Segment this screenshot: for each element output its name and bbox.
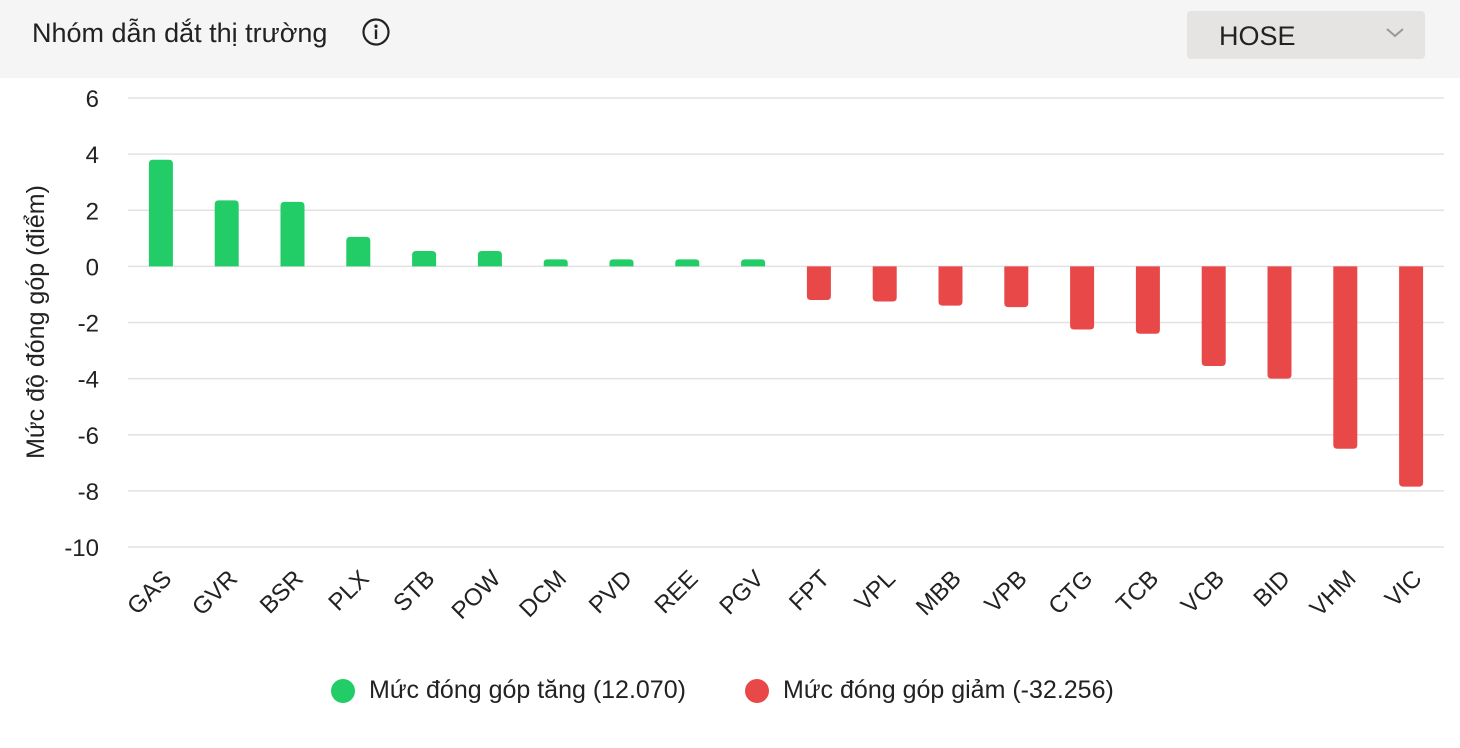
x-tick-label: POW bbox=[447, 565, 507, 625]
x-tick-label: DCM bbox=[514, 565, 572, 623]
x-tick-label: FPT bbox=[784, 565, 835, 616]
bar-tcb[interactable] bbox=[1135, 266, 1160, 334]
x-axis-ticks: GAS GVR BSR PLX STB POW DCM PVD REE PGV FPT VPL MBB V… bbox=[122, 565, 1427, 625]
exchange-select-value: HOSE bbox=[1219, 21, 1296, 51]
x-tick-label: PVD bbox=[584, 565, 638, 619]
contribution-bar-chart: 6 4 2 0 -2 -4 -6 -8 -10 GAS GVR BSR PLX STB POW DCM PVD… bbox=[22, 86, 1444, 625]
x-tick-label: VHM bbox=[1305, 565, 1362, 622]
bar-pow[interactable] bbox=[477, 250, 502, 267]
chart-title: Nhóm dẫn dắt thị trường bbox=[32, 18, 328, 48]
bar-bsr[interactable] bbox=[280, 201, 305, 267]
legend-item-negative[interactable]: Mức đóng góp giảm (-32.256) bbox=[745, 676, 1114, 705]
legend-dot-negative bbox=[745, 678, 769, 703]
y-tick-label: 4 bbox=[86, 142, 99, 169]
y-axis-ticks: 6 4 2 0 -2 -4 -6 -8 -10 bbox=[64, 86, 99, 562]
bar-gas[interactable] bbox=[148, 159, 173, 267]
x-tick-label: CTG bbox=[1043, 565, 1098, 620]
bar-vpl[interactable] bbox=[872, 266, 897, 302]
legend-dot-positive bbox=[331, 678, 355, 703]
x-tick-label: GVR bbox=[187, 565, 243, 621]
bar-vic[interactable] bbox=[1399, 266, 1424, 487]
grid-lines bbox=[128, 97, 1444, 548]
bar-stb[interactable] bbox=[412, 250, 437, 267]
y-tick-label: -6 bbox=[78, 423, 99, 450]
chart-legend: Mức đóng góp tăng (12.070) Mức đóng góp … bbox=[0, 676, 1460, 712]
x-tick-label: GAS bbox=[122, 565, 177, 620]
legend-item-positive[interactable]: Mức đóng góp tăng (12.070) bbox=[331, 676, 686, 705]
bar-pvd[interactable] bbox=[609, 259, 634, 267]
bar-ree[interactable] bbox=[675, 259, 700, 267]
y-tick-label: -10 bbox=[64, 535, 99, 562]
y-tick-label: -2 bbox=[78, 311, 99, 338]
bar-vpb[interactable] bbox=[1004, 266, 1029, 308]
x-tick-label: VPB bbox=[979, 565, 1032, 618]
y-tick-label: 2 bbox=[86, 198, 99, 225]
exchange-select[interactable]: HOSE bbox=[1187, 11, 1425, 59]
x-tick-label: REE bbox=[650, 565, 704, 619]
y-tick-label: -4 bbox=[78, 367, 99, 394]
legend-label-positive: Mức đóng góp tăng (12.070) bbox=[369, 676, 686, 704]
y-tick-label: 6 bbox=[86, 86, 99, 113]
bar-pgv[interactable] bbox=[741, 259, 766, 267]
bar-plx[interactable] bbox=[346, 236, 371, 267]
y-tick-label: -8 bbox=[78, 479, 99, 506]
bars bbox=[148, 159, 1424, 487]
y-tick-label: 0 bbox=[86, 254, 99, 281]
x-tick-label: BSR bbox=[255, 565, 309, 619]
x-tick-label: VPL bbox=[850, 565, 901, 616]
bar-gvr[interactable] bbox=[214, 200, 239, 267]
legend-label-negative: Mức đóng góp giảm (-32.256) bbox=[783, 676, 1114, 704]
bar-ctg[interactable] bbox=[1070, 266, 1095, 330]
x-tick-label: STB bbox=[388, 565, 440, 617]
x-tick-label: BID bbox=[1248, 565, 1295, 612]
bar-vhm[interactable] bbox=[1333, 266, 1358, 449]
x-tick-label: PLX bbox=[323, 565, 374, 616]
info-icon[interactable] bbox=[362, 18, 390, 46]
bar-dcm[interactable] bbox=[543, 259, 568, 267]
bar-vcb[interactable] bbox=[1201, 266, 1226, 366]
x-tick-label: PGV bbox=[714, 565, 769, 620]
chevron-down-icon bbox=[1386, 28, 1404, 38]
x-tick-label: MBB bbox=[911, 565, 967, 621]
bar-mbb[interactable] bbox=[938, 266, 963, 306]
x-tick-label: TCB bbox=[1111, 565, 1164, 618]
bar-bid[interactable] bbox=[1267, 266, 1292, 379]
bar-fpt[interactable] bbox=[806, 266, 831, 301]
y-axis-label: Mức độ đóng góp (điểm) bbox=[22, 185, 50, 459]
x-tick-label: VCB bbox=[1176, 565, 1230, 619]
x-tick-label: VIC bbox=[1380, 565, 1427, 612]
chart-header: Nhóm dẫn dắt thị trường HOSE bbox=[0, 0, 1460, 78]
